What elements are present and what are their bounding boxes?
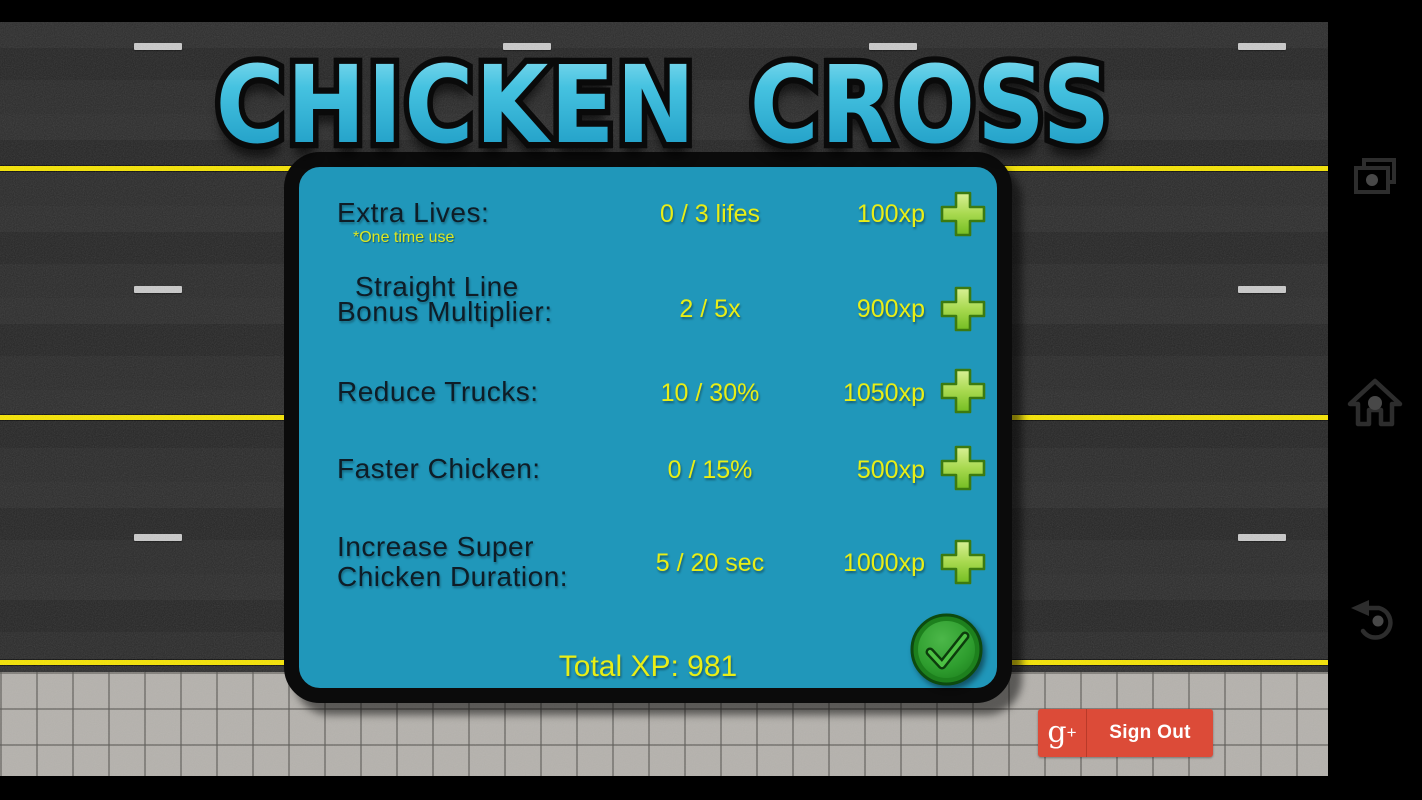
lane-dash [1238,286,1286,293]
top-letterbox-bar [0,0,1328,22]
extra-lives-plus-button[interactable] [938,189,988,239]
upgrade-row-extra-lives: Extra Lives: *One time use 0 / 3 lifes 1… [299,189,997,267]
reduce-trucks-plus-button[interactable] [938,366,988,416]
bonus-multiplier-plus-button[interactable] [938,284,988,334]
google-plus-icon: g + [1038,709,1087,757]
faster-chicken-plus-button[interactable] [938,443,988,493]
super-chicken-plus-button[interactable] [938,537,988,587]
plus-icon [940,445,986,491]
bottom-letterbox-bar [0,776,1422,800]
upgrade-value: 0 / 3 lifes [659,200,761,228]
android-nav-bar [1328,0,1422,800]
upgrade-row-super-chicken-duration: Increase Super Chicken Duration: 5 / 20 … [299,527,997,607]
plus-icon [940,368,986,414]
back-button[interactable] [1328,588,1422,652]
plus-icon [940,191,986,237]
upgrade-row-faster-chicken: Faster Chicken: 0 / 15% 500xp [299,440,997,500]
upgrade-label: Extra Lives: [337,197,490,228]
upgrade-cost: 100xp [856,200,925,228]
upgrade-label: Bonus Multiplier: [337,296,553,327]
lane-dash [869,43,917,50]
lane-dash [134,43,182,50]
upgrade-label: Chicken Duration: [337,561,569,592]
lane-dash [1238,43,1286,50]
home-button[interactable] [1328,370,1422,434]
upgrade-label: Reduce Trucks: [337,376,539,407]
upgrade-cost: 1000xp [842,549,925,577]
lane-dash [503,43,551,50]
lane-dash [134,534,182,541]
back-icon [1351,600,1393,640]
upgrade-row-bonus-multiplier: Straight Line Bonus Multiplier: 2 / 5x 9… [299,267,997,342]
lane-dash [134,286,182,293]
home-icon [1347,378,1403,427]
recents-icon [1354,158,1396,194]
checkmark-icon [910,613,983,686]
upgrade-label: Faster Chicken: [337,453,541,484]
upgrade-value: 10 / 30% [660,379,760,407]
upgrade-cost: 900xp [856,295,925,323]
upgrade-cost: 1050xp [842,379,925,407]
sign-out-label: Sign Out [1109,722,1191,743]
upgrade-row-reduce-trucks: Reduce Trucks: 10 / 30% 1050xp [299,363,997,423]
lane-dash [1238,534,1286,541]
upgrade-cost: 500xp [856,456,925,484]
total-xp-text: Total XP: 981 [558,650,738,683]
upgrade-value: 0 / 15% [667,456,753,484]
upgrade-value: 2 / 5x [679,295,741,323]
upgrade-label: Increase Super [337,531,534,562]
upgrade-note: *One time use [353,229,455,246]
google-sign-out-button[interactable]: g + Sign Out [1038,709,1213,757]
plus-icon [940,539,986,585]
panel-footer: Total XP: 981 [299,607,997,689]
recents-button[interactable] [1328,146,1422,210]
upgrade-value: 5 / 20 sec [655,549,765,577]
upgrades-panel: Extra Lives: *One time use 0 / 3 lifes 1… [284,152,1012,703]
confirm-button[interactable] [910,613,983,686]
plus-icon [940,286,986,332]
